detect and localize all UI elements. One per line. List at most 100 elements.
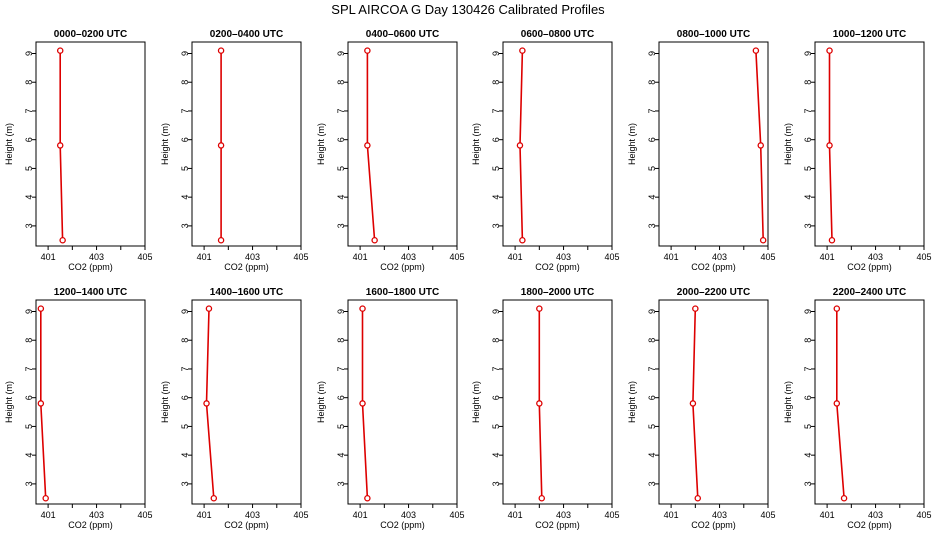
y-tick-label: 7: [336, 108, 346, 113]
plot-frame: [502, 41, 613, 247]
y-tick-label: 6: [24, 395, 34, 400]
y-tick-label: 5: [647, 166, 657, 171]
y-tick-label: 3: [647, 223, 657, 228]
x-axis-label: CO2 (ppm): [535, 262, 580, 272]
data-point: [364, 495, 371, 502]
y-tick-label: 9: [180, 51, 190, 56]
data-point: [210, 495, 218, 502]
x-tick-label: 401: [353, 252, 368, 262]
y-tick-label: 9: [24, 309, 34, 314]
x-tick-label: 403: [868, 510, 883, 520]
y-tick-label: 4: [180, 195, 190, 200]
x-axis-label: CO2 (ppm): [847, 262, 892, 272]
panel-title: 2200–2400 UTC: [833, 287, 906, 298]
x-tick-label: 405: [449, 510, 464, 520]
y-tick-label: 7: [647, 108, 657, 113]
panel-title: 1000–1200 UTC: [833, 29, 906, 40]
x-tick-label: 403: [401, 510, 416, 520]
y-tick-label: 8: [336, 80, 346, 85]
y-tick-label: 4: [336, 453, 346, 458]
panel-12: 2200–2400 UTC 401 403 405 CO2 (ppm) 3 4 5 6 7 8 9 He…: [783, 287, 932, 530]
x-tick-label: 405: [293, 510, 308, 520]
y-axis-label: Height (m): [316, 123, 326, 165]
y-tick-label: 6: [491, 137, 501, 142]
y-tick-label: 5: [24, 166, 34, 171]
plot-frame: [35, 41, 146, 247]
data-point: [205, 305, 213, 312]
plot-frame: [191, 299, 302, 505]
y-tick-label: 9: [491, 51, 501, 56]
x-tick-label: 405: [449, 252, 464, 262]
data-point: [56, 142, 64, 149]
data-point: [536, 400, 543, 407]
data-point: [828, 237, 836, 244]
y-tick-label: 5: [803, 166, 813, 171]
y-tick-label: 8: [491, 80, 501, 85]
y-axis-label: Height (m): [783, 123, 793, 165]
x-tick-label: 401: [820, 252, 835, 262]
plot-frame: [658, 41, 769, 247]
y-tick-label: 3: [803, 481, 813, 486]
x-axis-label: CO2 (ppm): [224, 520, 269, 530]
y-axis-label: Height (m): [160, 381, 170, 423]
x-axis-label: CO2 (ppm): [68, 262, 113, 272]
x-tick-label: 403: [89, 510, 104, 520]
x-tick-label: 403: [401, 252, 416, 262]
y-tick-label: 5: [647, 424, 657, 429]
plot-frame: [814, 299, 925, 505]
panel-title: 1200–1400 UTC: [54, 287, 127, 298]
y-tick-label: 4: [24, 453, 34, 458]
y-tick-label: 4: [491, 195, 501, 200]
y-tick-label: 9: [180, 309, 190, 314]
y-tick-label: 5: [336, 424, 346, 429]
panel-10: 1800–2000 UTC 401 403 405 CO2 (ppm) 3 4 5 6 7 8 9 He…: [471, 287, 620, 530]
y-tick-label: 9: [336, 309, 346, 314]
panel-title: 0600–0800 UTC: [521, 29, 594, 40]
data-point: [56, 47, 64, 54]
data-point: [217, 142, 225, 149]
x-axis-label: CO2 (ppm): [68, 520, 113, 530]
y-tick-label: 8: [180, 80, 190, 85]
plot-frame: [347, 41, 458, 247]
x-tick-label: 405: [760, 252, 775, 262]
panel-title: 0800–1000 UTC: [677, 29, 750, 40]
y-tick-label: 7: [24, 366, 34, 371]
y-tick-label: 6: [336, 395, 346, 400]
y-tick-label: 6: [647, 137, 657, 142]
y-tick-label: 8: [803, 338, 813, 343]
y-tick-label: 4: [803, 195, 813, 200]
y-tick-label: 8: [647, 338, 657, 343]
x-tick-label: 401: [41, 510, 56, 520]
y-tick-label: 9: [336, 51, 346, 56]
x-axis-label: CO2 (ppm): [691, 520, 736, 530]
data-point: [692, 305, 699, 312]
y-tick-label: 3: [24, 223, 34, 228]
chart-title: SPL AIRCOA G Day 130426 Calibrated Profi…: [331, 2, 605, 17]
y-tick-label: 9: [647, 309, 657, 314]
y-tick-label: 6: [803, 395, 813, 400]
data-point: [833, 400, 841, 407]
x-tick-label: 403: [556, 252, 571, 262]
x-axis-label: CO2 (ppm): [535, 520, 580, 530]
x-tick-label: 405: [604, 252, 619, 262]
y-tick-label: 4: [647, 195, 657, 200]
data-point: [371, 237, 378, 244]
panel-title: 0400–0600 UTC: [366, 29, 439, 40]
panel-title: 1600–1800 UTC: [366, 287, 439, 298]
y-tick-label: 7: [491, 366, 501, 371]
x-axis-label: CO2 (ppm): [691, 262, 736, 272]
y-tick-label: 3: [491, 223, 501, 228]
y-tick-label: 3: [24, 481, 34, 486]
data-point: [37, 305, 45, 312]
panel-9: 1600–1800 UTC 401 403 405 CO2 (ppm) 3 4 5 6 7 8 9 He…: [316, 287, 465, 530]
x-tick-label: 401: [197, 510, 212, 520]
y-tick-label: 7: [803, 366, 813, 371]
data-point: [759, 237, 767, 244]
y-tick-label: 5: [336, 166, 346, 171]
y-tick-label: 5: [24, 424, 34, 429]
y-tick-label: 8: [180, 338, 190, 343]
y-tick-label: 4: [803, 453, 813, 458]
data-point: [59, 237, 66, 244]
y-tick-label: 8: [24, 80, 34, 85]
